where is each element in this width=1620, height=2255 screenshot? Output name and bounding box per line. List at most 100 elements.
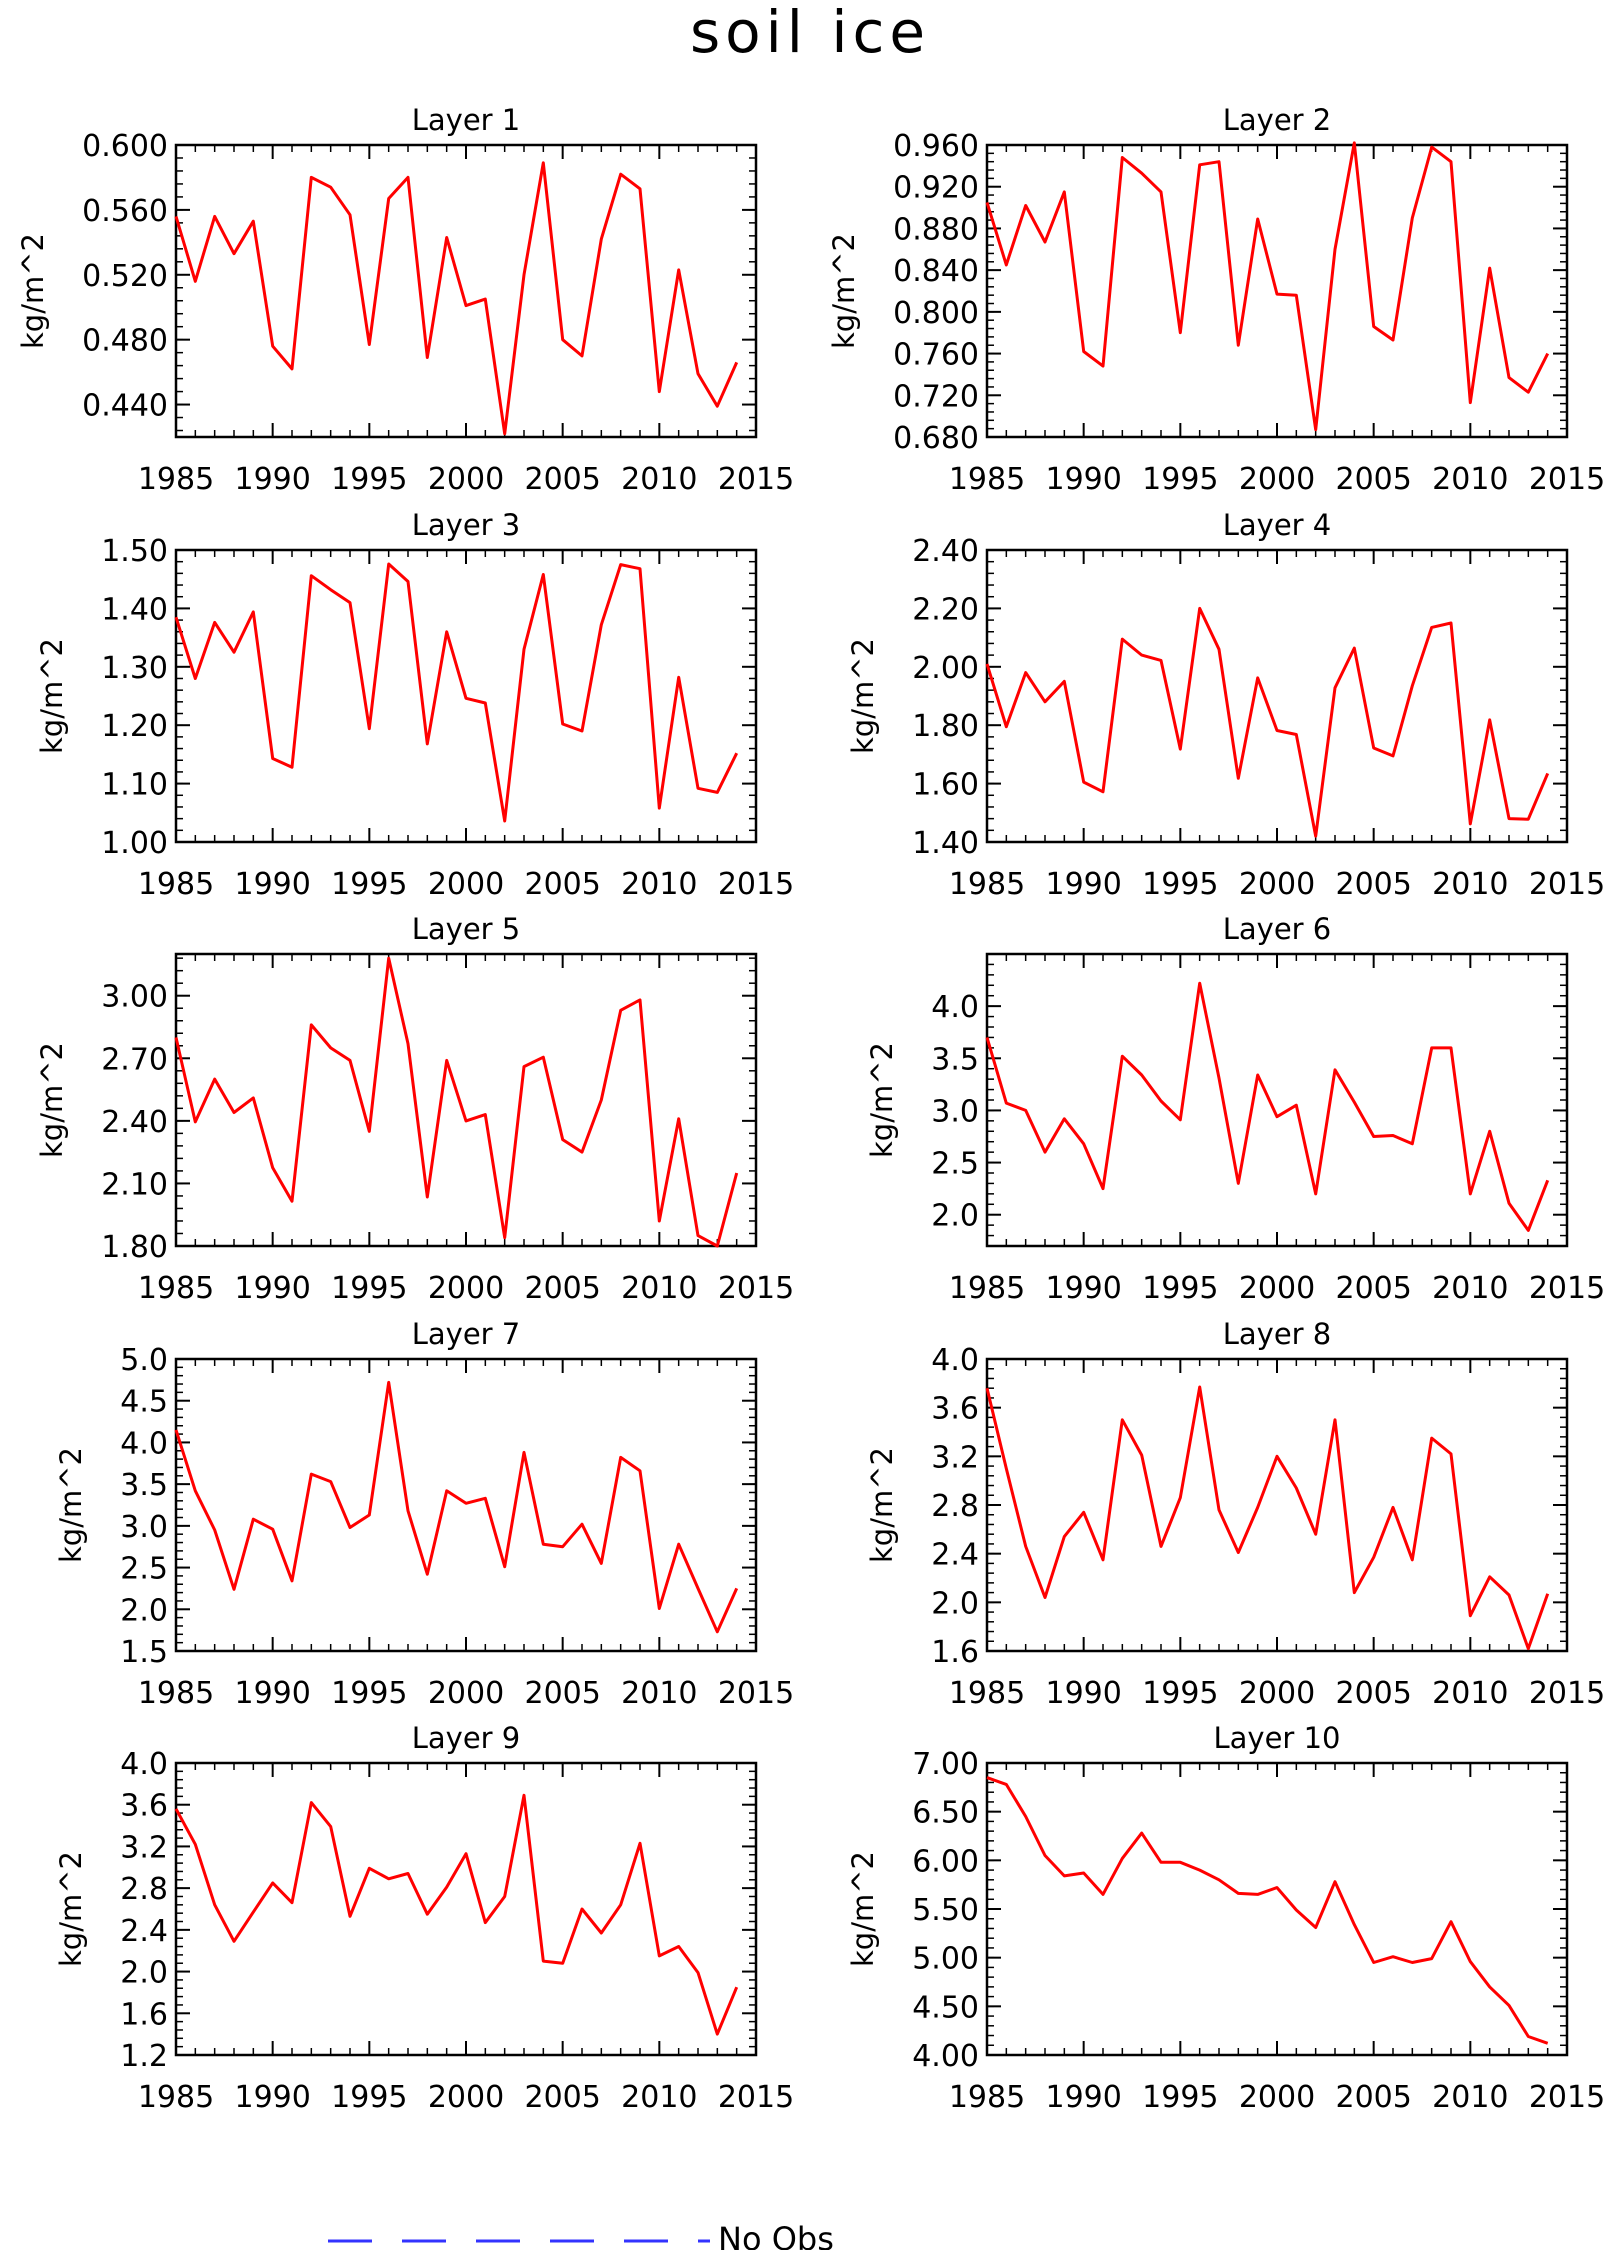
y-tick-label: 1.40 bbox=[101, 592, 168, 627]
x-tick-label: 2015 bbox=[718, 1676, 794, 1711]
x-tick-label: 2005 bbox=[524, 867, 600, 902]
x-tick-label: 1995 bbox=[331, 867, 407, 902]
series-line bbox=[985, 1385, 1550, 1651]
chart-panel-7: Layer 7 1985 1990 1995 2000 2005 2010 2015 5.0 4.… bbox=[54, 1317, 794, 1711]
y-tick-label: 1.40 bbox=[912, 826, 979, 861]
y-tick-label: 2.10 bbox=[101, 1167, 168, 1202]
x-tick-label: 2005 bbox=[524, 1676, 600, 1711]
y-tick-label: 4.50 bbox=[912, 1990, 979, 2025]
x-tick-label: 2000 bbox=[1239, 2080, 1315, 2115]
chart-panel-8: Layer 8 1985 1990 1995 2000 2005 2010 2015 4.0 3.… bbox=[865, 1317, 1605, 1711]
x-tick-label: 1995 bbox=[1142, 462, 1218, 497]
chart-panel-10: Layer 10 1985 1990 1995 2000 2005 2010 2015 7.00… bbox=[846, 1721, 1605, 2115]
y-tick-label: 1.00 bbox=[101, 826, 168, 861]
y-tick-label: 0.600 bbox=[82, 129, 168, 164]
x-tick-label: 1995 bbox=[1142, 2080, 1218, 2115]
y-tick-label: 2.40 bbox=[912, 534, 979, 569]
x-tick-label: 2015 bbox=[1529, 1271, 1605, 1306]
x-tick-label: 2010 bbox=[1432, 1676, 1508, 1711]
y-tick-label: 2.0 bbox=[931, 1199, 979, 1234]
y-tick-label: 2.0 bbox=[120, 1956, 168, 1991]
y-axis-label: kg/m^2 bbox=[35, 638, 69, 754]
x-tick-label: 1985 bbox=[949, 1676, 1025, 1711]
y-tick-label: 5.0 bbox=[120, 1343, 168, 1378]
y-tick-label: 1.6 bbox=[120, 1997, 168, 2032]
plot-frame bbox=[985, 548, 1569, 844]
plot-frame bbox=[174, 1357, 758, 1653]
panel-title: Layer 9 bbox=[412, 1721, 521, 1755]
chart-panel-6: Layer 6 1985 1990 1995 2000 2005 2010 2015 4.0 3.… bbox=[865, 912, 1605, 1306]
plot-frame bbox=[985, 1761, 1569, 2057]
x-tick-label: 1995 bbox=[1142, 1676, 1218, 1711]
y-tick-label: 3.0 bbox=[931, 1094, 979, 1129]
x-tick-label: 1985 bbox=[949, 867, 1025, 902]
panel-title: Layer 10 bbox=[1214, 1721, 1341, 1755]
plot-frame bbox=[174, 952, 758, 1248]
y-tick-label: 3.0 bbox=[120, 1510, 168, 1545]
panel-title: Layer 5 bbox=[412, 912, 521, 946]
y-tick-label: 1.80 bbox=[912, 709, 979, 744]
x-tick-label: 2015 bbox=[718, 2080, 794, 2115]
x-tick-label: 1985 bbox=[138, 867, 214, 902]
x-tick-label: 1990 bbox=[1045, 2080, 1121, 2115]
y-tick-label: 1.50 bbox=[101, 534, 168, 569]
x-tick-label: 1995 bbox=[331, 1271, 407, 1306]
y-tick-label: 0.480 bbox=[82, 324, 168, 359]
x-tick-label: 1985 bbox=[949, 2080, 1025, 2115]
y-tick-label: 2.40 bbox=[101, 1105, 168, 1140]
x-tick-label: 2010 bbox=[621, 1271, 697, 1306]
x-tick-label: 1985 bbox=[138, 1271, 214, 1306]
x-tick-label: 2010 bbox=[1432, 462, 1508, 497]
y-tick-label: 3.2 bbox=[931, 1440, 979, 1475]
y-tick-label: 5.00 bbox=[912, 1942, 979, 1977]
y-tick-label: 0.920 bbox=[893, 171, 979, 206]
panel-title: Layer 2 bbox=[1223, 103, 1332, 137]
y-tick-label: 2.5 bbox=[931, 1147, 979, 1182]
y-tick-label: 2.8 bbox=[120, 1872, 168, 1907]
legend-label: No Obs bbox=[718, 2220, 834, 2250]
x-tick-label: 2005 bbox=[1335, 2080, 1411, 2115]
chart-panel-2: Layer 2 1985 1990 1995 2000 2005 2010 2015 0.960… bbox=[827, 103, 1605, 497]
x-tick-label: 1995 bbox=[1142, 867, 1218, 902]
chart-panel-1: Layer 1 1985 1990 1995 2000 2005 2010 2015 0.600… bbox=[16, 103, 794, 497]
legend: No Obs bbox=[328, 2220, 834, 2255]
x-tick-label: 2000 bbox=[1239, 1676, 1315, 1711]
y-tick-label: 3.2 bbox=[120, 1830, 168, 1865]
y-tick-label: 4.0 bbox=[931, 990, 979, 1025]
y-tick-label: 2.00 bbox=[912, 651, 979, 686]
panels: Layer 1 1985 1990 1995 2000 2005 2010 2015 0.600… bbox=[16, 103, 1605, 2115]
x-tick-label: 2015 bbox=[1529, 2080, 1605, 2115]
y-tick-label: 1.5 bbox=[120, 1635, 168, 1670]
x-tick-label: 2010 bbox=[621, 867, 697, 902]
x-tick-label: 2005 bbox=[1335, 1271, 1411, 1306]
y-tick-label: 0.760 bbox=[893, 338, 979, 373]
y-tick-label: 4.5 bbox=[120, 1385, 168, 1420]
plot-frame bbox=[985, 952, 1569, 1248]
y-tick-label: 3.00 bbox=[101, 980, 168, 1015]
x-tick-label: 1995 bbox=[1142, 1271, 1218, 1306]
y-tick-label: 2.0 bbox=[931, 1586, 979, 1621]
x-tick-label: 2015 bbox=[718, 462, 794, 497]
y-tick-label: 0.560 bbox=[82, 194, 168, 229]
plot-frame bbox=[985, 1357, 1569, 1653]
y-tick-label: 7.00 bbox=[912, 1747, 979, 1782]
x-tick-label: 1990 bbox=[1045, 1271, 1121, 1306]
x-tick-label: 2015 bbox=[1529, 867, 1605, 902]
y-axis-label: kg/m^2 bbox=[827, 233, 861, 349]
y-axis-label: kg/m^2 bbox=[54, 1851, 88, 1967]
y-tick-label: 1.20 bbox=[101, 709, 168, 744]
y-tick-label: 2.5 bbox=[120, 1552, 168, 1587]
x-tick-label: 1990 bbox=[234, 1271, 310, 1306]
panel-title: Layer 4 bbox=[1223, 508, 1332, 542]
series-line bbox=[174, 1793, 739, 2036]
chart-panel-9: Layer 9 1985 1990 1995 2000 2005 2010 2015 4.0 3.… bbox=[54, 1721, 794, 2115]
x-tick-label: 2000 bbox=[428, 2080, 504, 2115]
figure-title: soil ice bbox=[690, 0, 930, 66]
x-tick-label: 2005 bbox=[1335, 1676, 1411, 1711]
x-tick-label: 1990 bbox=[1045, 462, 1121, 497]
x-tick-label: 2005 bbox=[524, 1271, 600, 1306]
y-tick-label: 0.440 bbox=[82, 389, 168, 424]
y-tick-label: 1.6 bbox=[931, 1635, 979, 1670]
